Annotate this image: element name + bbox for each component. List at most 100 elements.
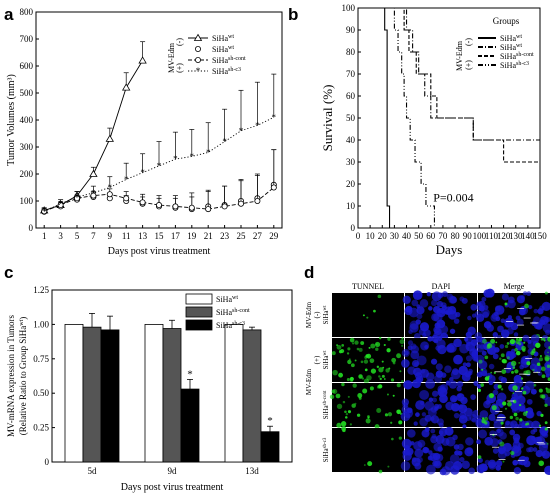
chart-a-legend-label-base: SiHa [212,45,228,54]
panel-d-nucleus [512,433,521,442]
panel-d-nucleus [465,437,474,446]
chart-a-xtick-label: 7 [91,231,96,241]
chart-c-bar [260,431,280,463]
chart-c-mrna-bars: 0 0.25 0.50 0.75 1.00 1.25 5d 9d 13d * * Days post … [6,285,293,493]
chart-a-point [90,192,97,199]
panel-d-tunnel-spot [500,353,505,358]
panel-d-tunnel-spot [376,365,380,369]
panel-d-tunnel-spot [341,382,345,387]
panel-d-nucleus [416,313,423,320]
chart-a-xtick-label: 25 [237,231,247,241]
panel-d-tunnel-spot [484,416,489,421]
chart-a-point [122,83,131,91]
chart-a-point [89,169,98,177]
panel-d-nucleus [492,332,499,338]
panel-d-tunnel-spot [495,341,498,344]
chart-a-point: * [222,137,227,147]
panel-d-row-group: MV-Edm [305,368,313,395]
chart-a-point [105,134,114,142]
panel-d-tunnel-spot [511,370,514,374]
panel-d-nucleus [445,401,454,411]
panel-d-tunnel-spot [519,403,522,407]
chart-c-bar [144,323,164,463]
panel-d-tunnel-spot [379,377,382,381]
panel-d-tunnel-spot [398,436,402,440]
panel-d-nucleus [424,400,435,411]
panel-d-tunnel-spot [376,407,382,413]
panel-d-tunnel-spot [352,383,357,388]
chart-a-series-3: * * * * * * * * * * * * * * * [41,73,277,216]
panel-d-cell [475,334,550,384]
panel-d-tunnel-spot [490,371,493,374]
panel-d-nucleus [469,413,478,422]
panel-d-nucleus [505,420,510,426]
chart-b-xtick-label: 40 [402,231,412,241]
panel-d-tunnel-spot [366,375,372,381]
chart-c-legend-swatch [185,293,213,305]
chart-a-point [106,191,113,198]
chart-a-point [270,184,277,191]
chart-c-ytick-label: 0 [45,457,50,467]
panel-d-tunnel-spot [348,358,351,361]
panel-d-tunnel-spot [386,348,391,353]
panel-d-nucleus [457,393,462,398]
chart-a-xtick-label: 9 [108,231,113,241]
panel-d-nucleus [401,398,410,406]
panel-d-tunnel-spot [509,339,516,345]
chart-b-xtick-label: 0 [356,231,361,241]
panel-d-tunnel-spot [499,441,505,447]
panel-d-row-label-base: SiHa [322,404,330,419]
chart-b-curve-1 [358,7,540,141]
panel-d-nucleus [496,428,501,434]
panel-d-nucleus [478,300,486,308]
panel-d-tunnel-spot [512,385,518,391]
panel-d-nucleus [439,391,444,396]
panel-d-nucleus [539,319,546,326]
panel-d-nucleus [523,291,528,296]
chart-a-legend-label: SiHash-c3 [212,67,241,76]
chart-a-xtick-label: 5 [75,231,80,241]
chart-b-curve-0 [358,7,392,229]
panel-d-tunnel-spot [383,343,386,347]
panel-d-tunnel-spot [351,403,356,408]
chart-b-xtick-label: 100 [473,231,487,241]
panel-d-tunnel-spot [347,395,350,398]
panel-d-nucleus [526,291,532,297]
chart-c-legend-label-sup: wt [232,295,238,301]
panel-d-tunnel-spot [515,339,520,345]
chart-a-legend-label-sup: sh-c3 [228,67,241,73]
chart-c-ylabel2-sup: wt [19,319,25,325]
panel-d-nucleus [444,426,454,436]
panel-d-nucleus [462,424,467,429]
panel-d-tunnel-spot [331,389,336,394]
panel-d-nucleus [462,362,467,367]
panel-d-tunnel-spot [384,413,389,417]
chart-c-legend-label-sup: sh-cont [232,308,250,314]
panel-d-nucleus [531,420,541,430]
chart-b-xtick-label: 70 [438,231,448,241]
panel-d-row-sign: (+) [313,355,321,364]
panel-d-tunnel-spot [341,426,347,431]
chart-a-point: * [239,126,244,136]
panel-d-nucleus [435,453,444,462]
chart-a-legend-marker [194,57,201,64]
panel-d-nucleus [517,403,526,412]
chart-a-point: * [140,168,145,178]
panel-d-tunnel-spot [387,465,390,468]
panel-d-tunnel-spot [526,422,530,426]
panel-d-nucleus [414,292,420,297]
panel-d-tunnel-spot [360,360,364,364]
panel-d-nucleus [403,350,409,356]
panel-d-nucleus [468,368,473,374]
panel-d-tunnel-spot [331,351,336,356]
panel-d-nucleus [488,363,495,370]
panel-d-tunnel-spot [484,355,489,360]
panel-d-nucleus [543,432,549,438]
panel-d-nucleus [445,436,456,447]
panel-d-tunnel-spot [533,348,536,351]
panel-d-nucleus [522,334,530,342]
panel-d-nucleus [449,328,456,334]
chart-a-line-2 [44,187,275,212]
panel-d-tunnel-spot [368,346,371,349]
